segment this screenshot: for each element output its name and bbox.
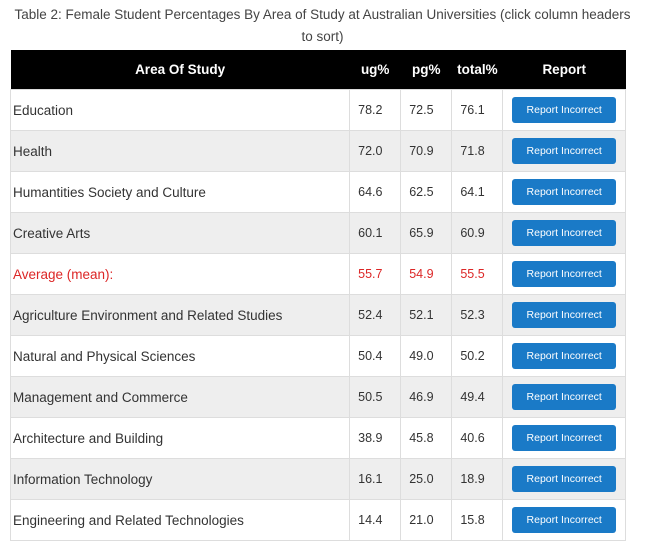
- ug-cell: 50.4: [349, 335, 402, 377]
- pg-cell: 25.0: [400, 458, 453, 500]
- pg-cell: 62.5: [400, 171, 453, 213]
- ug-cell: 38.9: [349, 417, 402, 459]
- report-incorrect-button[interactable]: Report Incorrect: [512, 384, 617, 410]
- total-cell: 49.4: [451, 376, 504, 418]
- area-cell: Health: [9, 130, 351, 172]
- pg-cell: 54.9: [400, 253, 453, 295]
- report-cell: Report Incorrect: [502, 212, 626, 254]
- area-cell: Architecture and Building: [9, 417, 351, 459]
- total-cell: 60.9: [451, 212, 504, 254]
- ug-cell: 60.1: [349, 212, 402, 254]
- report-cell: Report Incorrect: [502, 458, 626, 500]
- column-header-pg[interactable]: pg%: [400, 50, 452, 90]
- report-incorrect-button[interactable]: Report Incorrect: [512, 343, 617, 369]
- pg-cell: 45.8: [400, 417, 453, 459]
- table-row: Humantities Society and Culture 64.6 62.5 6…: [9, 171, 626, 213]
- total-cell: 40.6: [451, 417, 504, 459]
- report-cell: Report Incorrect: [502, 89, 626, 131]
- total-cell: 64.1: [451, 171, 504, 213]
- ug-cell: 78.2: [349, 89, 402, 131]
- report-cell: Report Incorrect: [502, 376, 626, 418]
- area-cell: Engineering and Related Technologies: [9, 499, 351, 541]
- report-cell: Report Incorrect: [502, 499, 626, 541]
- report-cell: Report Incorrect: [502, 171, 626, 213]
- pg-cell: 70.9: [400, 130, 453, 172]
- total-cell: 76.1: [451, 89, 504, 131]
- report-incorrect-button[interactable]: Report Incorrect: [512, 261, 617, 287]
- report-cell: Report Incorrect: [502, 294, 626, 336]
- report-incorrect-button[interactable]: Report Incorrect: [512, 97, 617, 123]
- table-body: Education 78.2 72.5 76.1 Report Incorrect Hea…: [9, 89, 626, 541]
- column-header-total[interactable]: total%: [451, 50, 503, 90]
- ug-cell: 50.5: [349, 376, 402, 418]
- total-cell: 50.2: [451, 335, 504, 377]
- report-cell: Report Incorrect: [502, 417, 626, 459]
- total-cell: 18.9: [451, 458, 504, 500]
- report-incorrect-button[interactable]: Report Incorrect: [512, 425, 617, 451]
- area-cell: Creative Arts: [9, 212, 351, 254]
- total-cell: 15.8: [451, 499, 504, 541]
- ug-cell: 72.0: [349, 130, 402, 172]
- report-incorrect-button[interactable]: Report Incorrect: [512, 179, 617, 205]
- table-row: Creative Arts 60.1 65.9 60.9 Report Incorrec…: [9, 212, 626, 254]
- average-row: Average (mean): 55.7 54.9 55.5 Report Incorr…: [9, 253, 626, 295]
- total-cell: 71.8: [451, 130, 504, 172]
- total-cell: 52.3: [451, 294, 504, 336]
- pg-cell: 49.0: [400, 335, 453, 377]
- table-row: Management and Commerce 50.5 46.9 49.4 Repor…: [9, 376, 626, 418]
- area-cell: Education: [9, 89, 351, 131]
- report-incorrect-button[interactable]: Report Incorrect: [512, 302, 617, 328]
- column-header-area[interactable]: Area Of Study: [10, 50, 350, 90]
- area-cell: Average (mean):: [9, 253, 351, 295]
- ug-cell: 14.4: [349, 499, 402, 541]
- table-header-row: Area Of Study ug% pg% total% Report: [10, 50, 626, 90]
- report-incorrect-button[interactable]: Report Incorrect: [512, 138, 617, 164]
- table-row: Architecture and Building 38.9 45.8 40.6 Rep…: [9, 417, 626, 459]
- table-row: Engineering and Related Technologies 14.4…: [9, 499, 626, 541]
- ug-cell: 55.7: [349, 253, 402, 295]
- pg-cell: 52.1: [400, 294, 453, 336]
- pg-cell: 72.5: [400, 89, 453, 131]
- pg-cell: 65.9: [400, 212, 453, 254]
- report-incorrect-button[interactable]: Report Incorrect: [512, 220, 617, 246]
- pg-cell: 46.9: [400, 376, 453, 418]
- column-header-report[interactable]: Report: [502, 50, 626, 90]
- table-row: Agriculture Environment and Related Stud…: [9, 294, 626, 336]
- table-row: Education 78.2 72.5 76.1 Report Incorrect: [9, 89, 626, 131]
- report-cell: Report Incorrect: [502, 130, 626, 172]
- area-cell: Information Technology: [9, 458, 351, 500]
- area-cell: Agriculture Environment and Related Stud…: [9, 294, 351, 336]
- total-cell: 55.5: [451, 253, 504, 295]
- area-of-study-table: Area Of Study ug% pg% total% Report Educ…: [9, 50, 626, 541]
- pg-cell: 21.0: [400, 499, 453, 541]
- report-incorrect-button[interactable]: Report Incorrect: [512, 466, 617, 492]
- area-cell: Management and Commerce: [9, 376, 351, 418]
- table-caption: Table 2: Female Student Percentages By A…: [14, 7, 631, 44]
- report-cell: Report Incorrect: [502, 253, 626, 295]
- area-cell: Natural and Physical Sciences: [9, 335, 351, 377]
- report-incorrect-button[interactable]: Report Incorrect: [512, 507, 617, 533]
- ug-cell: 64.6: [349, 171, 402, 213]
- table-row: Information Technology 16.1 25.0 18.9 Report…: [9, 458, 626, 500]
- area-cell: Humantities Society and Culture: [9, 171, 351, 213]
- table-row: Health 72.0 70.9 71.8 Report Incorrect: [9, 130, 626, 172]
- ug-cell: 16.1: [349, 458, 402, 500]
- column-header-ug[interactable]: ug%: [349, 50, 401, 90]
- report-cell: Report Incorrect: [502, 335, 626, 377]
- table-row: Natural and Physical Sciences 50.4 49.0 50.…: [9, 335, 626, 377]
- ug-cell: 52.4: [349, 294, 402, 336]
